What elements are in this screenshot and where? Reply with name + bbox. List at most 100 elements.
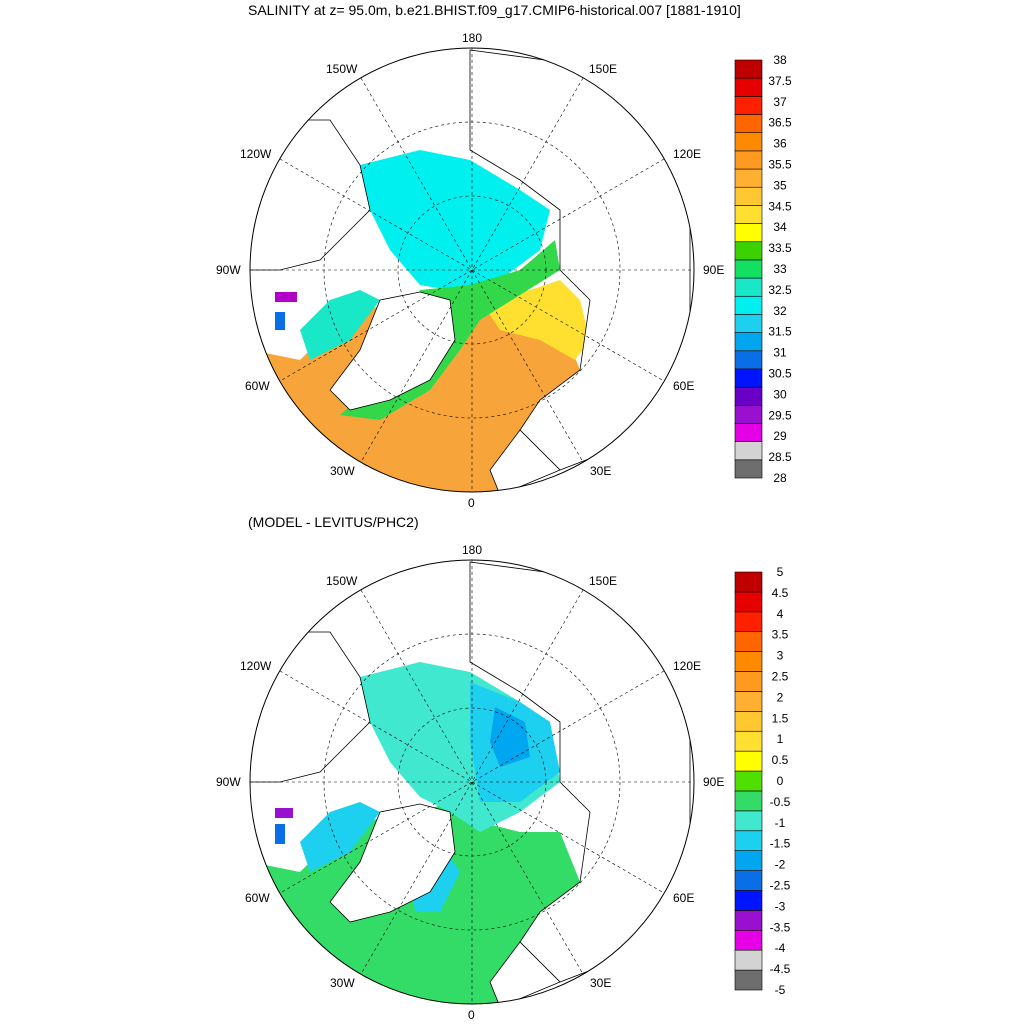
- lon-label-180: 180: [462, 543, 482, 557]
- colorbar-label: 4: [777, 607, 784, 621]
- hudson-purple: [275, 292, 297, 302]
- eurasia-land: [469, 561, 691, 983]
- colorbar-label: 30.5: [768, 367, 792, 381]
- colorbar-swatch: [734, 314, 763, 333]
- lon-label-30w: 30W: [330, 464, 355, 478]
- colorbar-label: 35: [773, 178, 787, 192]
- hudson-purple: [275, 808, 293, 818]
- lon-label-150w: 150W: [326, 62, 358, 76]
- difference-map: 180 150W 150E 120W 120E 90W 90E 60W 60E …: [216, 543, 791, 1022]
- lon-label-120w: 120W: [240, 659, 272, 673]
- colorbar-swatch: [734, 750, 763, 772]
- colorbar-swatch: [734, 691, 763, 712]
- colorbar-swatch: [734, 770, 763, 792]
- graticule: [250, 48, 694, 492]
- map-boundary: [249, 47, 695, 493]
- colorbar-label: 5: [777, 565, 784, 579]
- lon-label-90w: 90W: [216, 263, 241, 277]
- colorbar-label: 3: [777, 649, 784, 663]
- colorbar-label: 4.5: [772, 586, 789, 600]
- colorbar-label: 0.5: [772, 753, 789, 767]
- colorbar-swatch: [734, 168, 763, 188]
- colorbar-label: 31: [773, 346, 787, 360]
- colorbar-label: -3: [775, 899, 786, 913]
- north-america-land: [250, 119, 371, 271]
- baffin-field: [300, 802, 380, 872]
- lon-label-120e: 120E: [673, 147, 701, 161]
- colorbar-swatch: [734, 850, 763, 871]
- hudson-blue: [275, 824, 285, 844]
- lon-label-0: 0: [468, 1008, 475, 1022]
- colorbar-label: 38: [773, 53, 787, 67]
- colorbar-swatch: [734, 571, 763, 593]
- lon-label-60w: 60W: [245, 379, 270, 393]
- colorbar-label: 3.5: [772, 628, 789, 642]
- baffin-field: [300, 290, 380, 360]
- hudson-blue: [275, 312, 285, 330]
- colorbar-swatch: [734, 810, 763, 832]
- colorbar-swatch: [734, 423, 763, 442]
- colorbar-label: 34: [773, 220, 787, 234]
- colorbar-label: 30: [773, 387, 787, 401]
- graticule: [250, 560, 694, 1004]
- colorbar-swatch: [734, 459, 763, 479]
- colorbar-label: 29: [773, 429, 787, 443]
- colorbar-swatch: [734, 150, 763, 170]
- colorbar-swatch: [734, 790, 763, 812]
- colorbar-label: 34.5: [768, 199, 792, 213]
- colorbar-swatch: [734, 186, 763, 206]
- colorbar-swatch: [734, 651, 763, 672]
- lon-label-90w: 90W: [216, 775, 241, 789]
- colorbar-swatch: [734, 671, 763, 692]
- colorbar-swatch: [734, 368, 763, 388]
- lon-label-30e: 30E: [590, 976, 611, 990]
- salinity-map-panel: 180 150W 150E 120W 120E 90W 90E 60W 60E …: [216, 31, 792, 510]
- colorbar-label: 37: [773, 95, 787, 109]
- colorbar-swatch: [734, 929, 763, 951]
- lon-label-60e: 60E: [673, 379, 694, 393]
- colorbar-label: -4.5: [770, 962, 791, 976]
- difference-map-panel: 180 150W 150E 120W 120E 90W 90E 60W 60E …: [0, 512, 1024, 1024]
- lon-label-90e: 90E: [703, 775, 724, 789]
- colorbar-label: 28.5: [768, 450, 792, 464]
- scandinavia-land: [489, 429, 561, 492]
- colorbar-label: 36: [773, 137, 787, 151]
- lon-label-60w: 60W: [245, 891, 270, 905]
- colorbar-swatch: [734, 890, 763, 911]
- lon-label-120e: 120E: [673, 659, 701, 673]
- colorbar-label: 32: [773, 304, 787, 318]
- colorbar-label: -4: [775, 941, 786, 955]
- lon-label-30e: 30E: [590, 464, 611, 478]
- colorbar-swatch: [734, 295, 763, 315]
- colorbar-label: 1.5: [772, 711, 789, 725]
- colorbar-label: 28: [773, 471, 787, 485]
- map-boundary: [249, 559, 695, 1005]
- lon-label-180: 180: [462, 31, 482, 45]
- salinity-map: 180 150W 150E 120W 120E 90W 90E 60W 60E …: [216, 31, 792, 510]
- colorbar-swatch: [734, 611, 763, 633]
- colorbar-swatch: [734, 132, 763, 152]
- bottom-panel-title: (MODEL - LEVITUS/PHC2): [248, 514, 419, 530]
- colorbar-label: 2: [777, 690, 784, 704]
- colorbar-label: -0.5: [770, 795, 791, 809]
- colorbar-label: 2.5: [772, 670, 789, 684]
- lon-label-150w: 150W: [326, 574, 358, 588]
- lon-label-60e: 60E: [673, 891, 694, 905]
- colorbar-swatch: [734, 59, 763, 79]
- colorbar-swatch: [734, 631, 763, 652]
- colorbar-swatch: [734, 205, 763, 224]
- colorbar-swatch: [734, 591, 763, 613]
- colorbar-swatch: [734, 830, 763, 851]
- colorbar-swatch: [734, 910, 763, 931]
- colorbar-label: 1: [777, 732, 784, 746]
- lon-label-30w: 30W: [330, 976, 355, 990]
- colorbar-swatch: [734, 277, 763, 297]
- salinity-colorbar: 28 28.5 29 29.5 30 30.5 31 31.5 32 32.5 33 33.5 34 34…: [734, 53, 792, 485]
- colorbar-label: -1.5: [770, 837, 791, 851]
- north-america-land: [250, 631, 371, 783]
- colorbar-label: 33.5: [768, 241, 792, 255]
- colorbar-swatch: [734, 711, 763, 732]
- colorbar-swatch: [734, 350, 763, 370]
- colorbar-swatch: [734, 114, 763, 133]
- colorbar-swatch: [734, 969, 763, 991]
